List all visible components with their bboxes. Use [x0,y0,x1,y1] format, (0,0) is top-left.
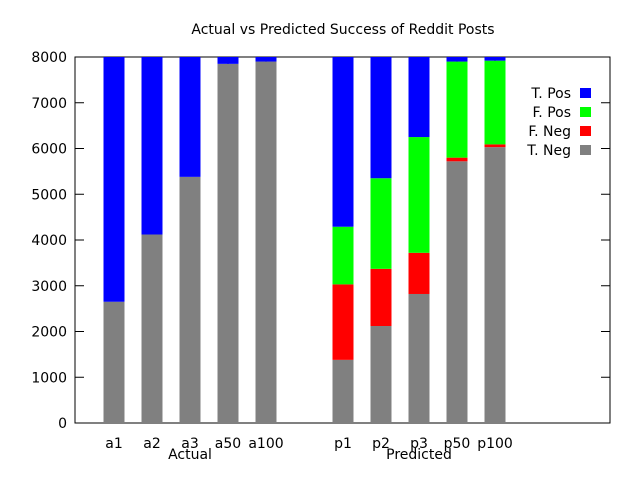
x-tick-label: a1 [105,436,123,452]
x-tick-label: p2 [372,436,390,452]
bar-segment-a100-tneg [255,61,277,423]
bar-segment-p100-tpos [484,57,506,61]
bar-segment-a3-tneg [179,176,201,423]
category-labels: a1 a2 a3 a50 a100 p1 p2 p3 p50 p100 Actual Predicte… [105,436,513,463]
bar-segment-a3-tpos [179,57,201,177]
bar-segment-p2-fpos [370,178,392,269]
x-tick-label: a50 [215,436,241,452]
bar-segment-p1-fpos [332,226,354,285]
y-tick-label: 6000 [31,142,67,158]
y-tick-label: 3000 [31,279,67,295]
legend-label: T. Pos [530,86,571,102]
axes: 0 1000 2000 3000 4000 5000 6000 7000 8000 [31,50,610,432]
bar-segment-a1-tneg [103,301,125,423]
bar-segment-p2-tneg [370,326,392,423]
x-tick-label: a3 [181,436,199,452]
bar-segment-p2-tpos [370,57,392,179]
x-tick-label: a100 [248,436,283,452]
x-tick-label: p3 [410,436,428,452]
bar-segment-a2-tpos [141,57,163,235]
bar-segment-a100-tpos [255,57,277,62]
bar-segment-p3-fpos [408,137,430,253]
y-tick-label: 2000 [31,325,67,341]
legend-label: F. Pos [532,105,571,121]
bar-segment-p50-tneg [446,161,468,423]
legend-swatch [580,145,591,155]
y-tick-label: 5000 [31,187,67,203]
bar-segment-p100-fpos [484,60,506,145]
bar-segment-a2-tneg [141,234,163,423]
y-tick-label: 1000 [31,370,67,386]
bar-segment-p3-tneg [408,293,430,423]
bar-segment-a50-tneg [217,63,239,424]
chart-title: Actual vs Predicted Success of Reddit Po… [191,22,494,38]
legend: T. Pos F. Pos F. Neg T. Neg [526,86,591,159]
legend-swatch [580,88,591,98]
bar-segment-p3-fneg [408,252,430,294]
bar-segment-a1-tpos [103,57,125,302]
bar-segment-p50-tpos [446,57,468,62]
bar-segment-p50-fneg [446,157,468,162]
y-tick-label: 4000 [31,233,67,249]
bar-segment-p1-tpos [332,57,354,227]
y-tick-label: 7000 [31,96,67,112]
bar-segment-p1-fneg [332,284,354,360]
legend-swatch [580,107,591,117]
legend-label: T. Neg [526,143,571,159]
bar-segment-p2-fneg [370,268,392,327]
x-tick-label: p50 [444,436,471,452]
bars [103,57,506,424]
x-tick-label: a2 [143,436,161,452]
legend-label: F. Neg [528,124,571,140]
bar-segment-p100-tneg [484,147,506,423]
y-tick-label: 8000 [31,50,67,66]
x-tick-label: p1 [334,436,352,452]
group-label: Predicted [386,447,452,463]
y-tick-label: 0 [58,416,67,432]
bar-segment-p100-fneg [484,144,506,148]
group-label: Actual [168,447,212,463]
legend-swatch [580,126,591,136]
bar-segment-a50-tpos [217,57,239,64]
bar-segment-p3-tpos [408,57,430,138]
bar-segment-p50-fpos [446,61,468,158]
x-tick-label: p100 [477,436,513,452]
bar-segment-p1-tneg [332,359,354,423]
